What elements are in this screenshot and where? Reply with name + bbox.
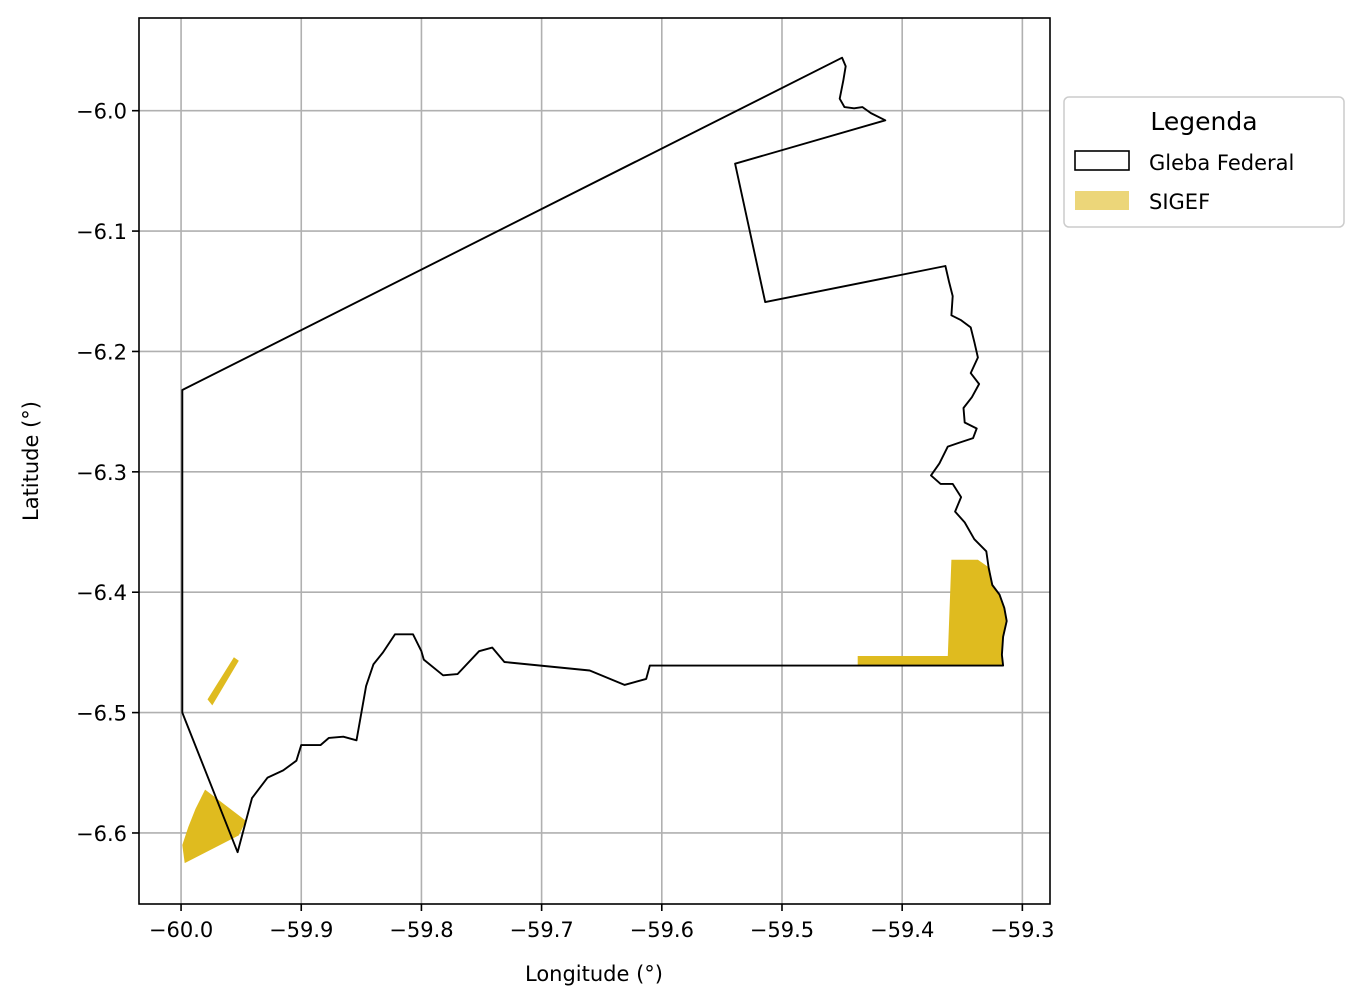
x-tick-label: −60.0 <box>149 918 213 942</box>
sigef-polygon <box>207 657 239 706</box>
legend-label-gleba-federal: Gleba Federal <box>1149 151 1294 175</box>
y-tick-label: −6.1 <box>76 220 127 244</box>
grid-lines <box>139 18 1050 904</box>
legend-title: Legenda <box>1150 107 1257 136</box>
x-tick-label: −59.5 <box>750 918 814 942</box>
y-tick-label: −6.3 <box>76 461 127 485</box>
x-axis-label: Longitude (°) <box>525 962 663 986</box>
y-tick-label: −6.5 <box>76 702 127 726</box>
axis-ticks: −60.0 −59.9 −59.8 −59.7 −59.6 −59.5 −59.4 −59.3… <box>76 100 1055 942</box>
y-tick-label: −6.4 <box>76 581 127 605</box>
legend-swatch-gleba-federal <box>1074 150 1130 171</box>
y-tick-label: −6.6 <box>76 822 127 846</box>
y-tick-label: −6.0 <box>76 100 127 124</box>
x-tick-label: −59.6 <box>630 918 694 942</box>
plot-frame <box>138 17 1051 905</box>
x-tick-label: −59.9 <box>269 918 333 942</box>
y-tick-label: −6.2 <box>76 340 127 364</box>
legend-label-sigef: SIGEF <box>1149 190 1210 214</box>
x-tick-label: −59.8 <box>389 918 453 942</box>
sigef-polygon <box>182 789 246 864</box>
legend-box <box>1063 96 1345 228</box>
gleba-federal-polygon <box>181 56 1008 854</box>
x-tick-label: −59.7 <box>509 918 573 942</box>
x-tick-label: −59.4 <box>870 918 934 942</box>
map-layers <box>181 56 1008 864</box>
x-tick-label: −59.3 <box>990 918 1054 942</box>
legend-swatch-sigef <box>1075 191 1129 210</box>
sigef-polygon <box>857 559 1007 666</box>
y-axis-label: Latitude (°) <box>19 401 43 521</box>
legend: Legenda Gleba Federal SIGEF <box>1063 96 1345 228</box>
